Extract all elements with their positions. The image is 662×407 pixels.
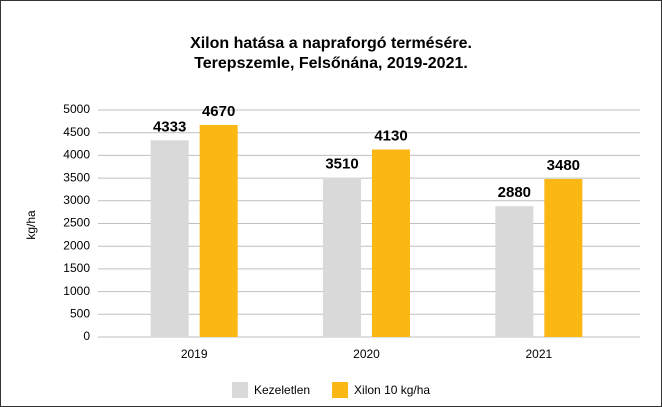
y-tick-label: 5000: [63, 102, 90, 116]
y-tick-label: 3500: [63, 170, 90, 184]
y-tick-label: 0: [83, 329, 90, 343]
legend-label: Xilon 10 kg/ha: [354, 383, 430, 397]
bar: [544, 179, 583, 337]
x-tick-label: 2020: [353, 347, 380, 361]
y-axis-label: kg/ha: [24, 210, 38, 240]
y-tick-label: 4500: [63, 125, 90, 139]
data-label: 2880: [498, 184, 531, 201]
data-label: 4130: [374, 127, 407, 144]
legend-swatch: [332, 382, 349, 398]
bar: [199, 124, 238, 338]
y-tick-label: 3000: [63, 193, 90, 207]
y-tick-label: 1500: [63, 261, 90, 275]
data-label: 3510: [325, 156, 358, 173]
data-label: 4333: [153, 118, 186, 135]
chart-subtitle: Terepszemle, Felsőnána, 2019-2021.: [194, 55, 468, 72]
bar: [150, 140, 189, 337]
y-tick-label: 4000: [63, 148, 90, 162]
legend-swatch: [232, 382, 248, 398]
bar: [372, 149, 410, 337]
x-tick-label: 2019: [181, 347, 208, 361]
data-label: 3480: [547, 157, 580, 174]
bar: [495, 206, 534, 337]
y-tick-label: 2000: [63, 238, 90, 252]
data-label: 4670: [202, 103, 235, 120]
chart-title: Xilon hatása a napraforgó termésére.: [190, 35, 472, 52]
y-tick-label: 500: [70, 306, 90, 320]
legend-label: Kezeletlen: [254, 383, 310, 397]
x-tick-label: 2021: [525, 347, 552, 361]
bar: [323, 177, 361, 337]
y-tick-label: 1000: [63, 284, 90, 298]
y-tick-label: 2500: [63, 216, 90, 230]
